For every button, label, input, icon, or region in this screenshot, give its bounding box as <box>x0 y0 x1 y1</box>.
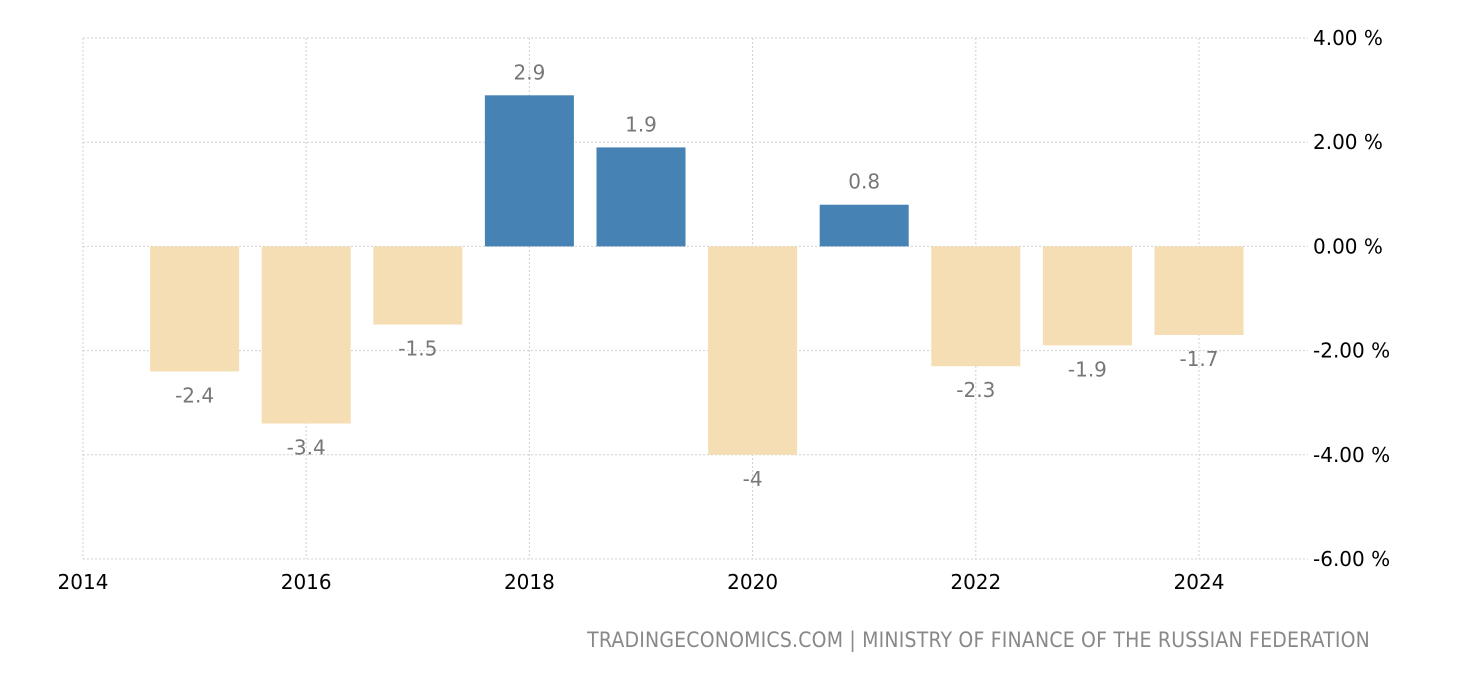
y-tick-label: 0.00 % <box>1313 234 1383 258</box>
bar-2019 <box>596 147 686 247</box>
bar-2020 <box>708 246 798 455</box>
data-label-2022: -2.3 <box>956 378 995 402</box>
data-label-2017: -1.5 <box>398 337 437 361</box>
x-tick-label: 2018 <box>504 570 555 594</box>
bar-2015 <box>150 246 240 372</box>
data-label-2019: 1.9 <box>625 112 657 136</box>
data-label-2018: 2.9 <box>513 60 545 84</box>
data-label-2023: -1.9 <box>1068 357 1107 381</box>
data-label-2016: -3.4 <box>287 436 326 460</box>
data-label-2015: -2.4 <box>175 383 214 407</box>
x-tick-label: 2024 <box>1174 570 1225 594</box>
y-tick-label: -6.00 % <box>1313 547 1390 571</box>
bar-2023 <box>1042 246 1132 346</box>
source-caption: TRADINGECONOMICS.COM | MINISTRY OF FINAN… <box>587 628 1370 652</box>
bar-2024 <box>1154 246 1244 335</box>
y-tick-label: -4.00 % <box>1313 443 1390 467</box>
x-tick-label: 2022 <box>950 570 1001 594</box>
bar-2022 <box>931 246 1021 367</box>
bar-2021 <box>819 204 909 247</box>
data-label-2024: -1.7 <box>1179 347 1218 371</box>
y-tick-label: -2.00 % <box>1313 339 1390 363</box>
y-tick-label: 4.00 % <box>1313 26 1383 50</box>
x-tick-label: 2020 <box>727 570 778 594</box>
bar-2016 <box>261 246 351 424</box>
bar-2018 <box>484 95 574 247</box>
y-tick-label: 2.00 % <box>1313 130 1383 154</box>
data-label-2020: -4 <box>743 467 763 491</box>
bar-2017 <box>373 246 463 325</box>
x-tick-label: 2014 <box>58 570 109 594</box>
x-tick-label: 2016 <box>281 570 332 594</box>
data-label-2021: 0.8 <box>848 170 880 194</box>
